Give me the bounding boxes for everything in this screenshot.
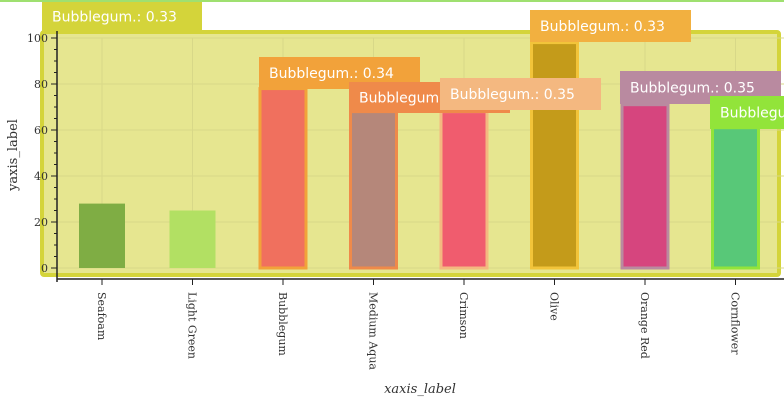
tooltip: Bubblegum [710, 96, 784, 129]
bar-orange-red [620, 103, 670, 270]
tooltip-layer: Bubblegum.: 0.33 Bubblegum.: 0.34 Bubblegu… [42, 2, 784, 129]
tooltip: Bubblegum.: 0.33 [530, 10, 691, 42]
x-tick-label: Cornflower [729, 292, 742, 355]
bar-olive [530, 41, 579, 270]
tooltip-text: Bubblegum.: 0.35 [450, 87, 575, 103]
y-tick-label: 0 [41, 262, 48, 275]
bar-seafoam [79, 203, 125, 268]
x-tick-label: Medium Aqua [367, 292, 380, 370]
bar-medium-aqua [349, 110, 398, 270]
x-tick-label: Bubblegum [276, 292, 289, 356]
y-tick-label: 20 [34, 216, 48, 229]
tooltip-box [530, 10, 691, 42]
x-tick-label: Light Green [186, 292, 199, 359]
bar-layer [79, 41, 760, 270]
x-tick-label: Orange Red [638, 292, 651, 359]
axis-layer: 0 20 40 60 80 100 Seafoam Light Green Bubblegum M… [27, 30, 784, 370]
x-tick-label: Olive [548, 292, 561, 321]
y-tick-label: 100 [27, 32, 48, 45]
x-tick-label: Seafoam [95, 292, 108, 341]
tooltip-box [440, 78, 601, 110]
y-tick-label: 40 [34, 170, 48, 183]
tooltip-text: Bubblegum.: 0.35 [630, 81, 755, 97]
tooltip-box [710, 96, 784, 129]
tooltip-text: Bubblegum.: 0.33 [540, 19, 665, 35]
bar-crimson [439, 110, 489, 270]
x-axis-title: xaxis_label [384, 382, 456, 397]
y-tick-label: 60 [34, 124, 48, 137]
bar-light-green [169, 210, 216, 268]
tooltip-box [42, 2, 202, 31]
tooltip-text: Bubblegum [720, 106, 784, 122]
x-tick-label: Crimson [457, 292, 470, 339]
top-accent-line [0, 0, 784, 2]
tooltip-text: Bubblegum [359, 91, 439, 107]
tooltip: Bubblegum.: 0.33 [42, 2, 202, 31]
bar-cornflower [711, 126, 760, 270]
tooltip-text: Bubblegum.: 0.33 [52, 10, 177, 26]
y-axis-title: yaxis_label [6, 119, 21, 192]
bar-bubblegum [258, 87, 308, 270]
tooltip-text: Bubblegum.: 0.34 [269, 66, 394, 82]
tooltip: Bubblegum.: 0.35 [440, 78, 601, 110]
y-tick-label: 80 [34, 78, 48, 91]
